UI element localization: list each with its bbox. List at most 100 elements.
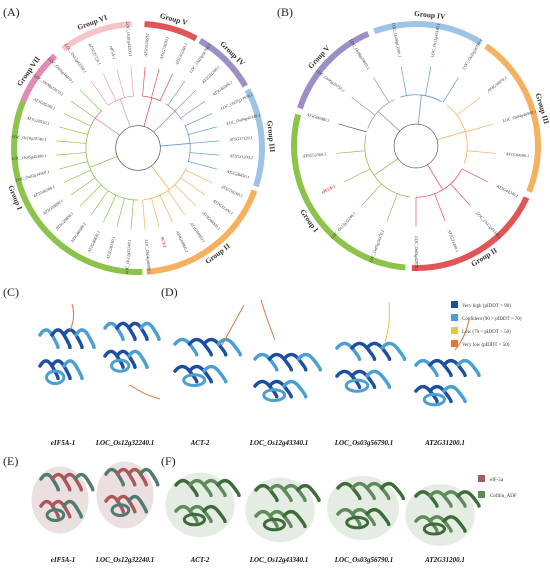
tree-a-branch xyxy=(167,190,186,216)
disordered-tail xyxy=(454,319,470,351)
panel-label-f: (F) xyxy=(161,454,176,468)
structure-c2-strand xyxy=(127,349,149,369)
legend-swatch-low xyxy=(451,327,458,334)
structure-c2-strand xyxy=(139,321,161,341)
tree-a-branch xyxy=(79,184,102,207)
tree-b-clade-stem xyxy=(417,94,422,125)
structure-d1 xyxy=(173,337,242,388)
tree-b-clade-stem xyxy=(373,158,399,176)
tree-a-leaf-label: AT5G56260.1 xyxy=(219,184,243,199)
tree-b-leaf-label: AT3G06980.1 xyxy=(305,112,330,124)
structure-f2 xyxy=(245,477,321,543)
tree-a-branch xyxy=(174,89,197,112)
tree-b-branch xyxy=(400,66,407,96)
structure-d3-strand xyxy=(380,341,407,361)
tree-a-branch xyxy=(185,113,213,127)
structure-f3-helix xyxy=(345,515,370,530)
legend-very-low: Very low (pIDDT < 50) xyxy=(462,343,510,348)
tree-a-branch xyxy=(130,66,134,97)
tree-b-leaf-label: AT1G04500.1 xyxy=(505,151,530,158)
tree-b-leaf-label: AT4G34970.1 xyxy=(485,75,508,94)
tree-a-branch xyxy=(103,195,117,223)
panel-label-b: (B) xyxy=(277,5,293,19)
tree-a-branch xyxy=(188,161,218,170)
tree-a-leaf-label: AT3G20890.1 xyxy=(54,211,75,232)
tree-a-branch xyxy=(116,198,125,228)
tree-a-root xyxy=(115,125,161,171)
tree-b-branch xyxy=(461,168,489,183)
tree-a-clade-stem xyxy=(160,143,190,147)
tree-a-leaf-label: LOC_Os01g44200.1 xyxy=(125,21,133,57)
tree-a-branch xyxy=(103,73,117,101)
tree-a-branch xyxy=(174,184,197,207)
tree-b-branch xyxy=(442,77,459,103)
protein-label-c1: eIF5A-1 xyxy=(51,439,76,447)
protein-label-f3: LOC_Os03g56790.1 xyxy=(334,556,394,564)
structure-f1-surface xyxy=(165,472,235,538)
tree-b-leaf-label: LOC_Os11g43180.1 xyxy=(429,23,440,59)
structure-d4-strand xyxy=(442,384,467,404)
structure-d1-strand xyxy=(202,364,228,384)
tree-b-leaf-label: LOC_Os08g13590.1 xyxy=(391,22,402,58)
tree-a-leaf-label: AT3G60306.1 xyxy=(211,79,234,97)
tree-a-leaf-label: LOC_Os04g45340.1 xyxy=(225,112,261,126)
tree-a-branch xyxy=(180,177,206,196)
legend-swatch-cofilin xyxy=(478,491,485,498)
tree-a-group-arc-2 xyxy=(146,189,258,275)
structure-f2-surface xyxy=(245,477,315,543)
tree-a-leaf-label: AT2G46830.1 xyxy=(86,230,101,254)
disordered-tail xyxy=(384,301,390,343)
tree-a-leaf-label: AT5G46280.1 xyxy=(31,184,55,199)
tree-b-leaf-label: LOC_Os04g42870.1 xyxy=(414,235,419,271)
structure-e1-surface xyxy=(31,466,89,534)
legend-confident: Confident (90 > pIDDT > 70) xyxy=(462,317,522,322)
structure-d2-strand xyxy=(282,379,308,399)
tree-b-leaf-label: AT5G44240.1 xyxy=(495,183,519,198)
tree-b-clade-arc xyxy=(446,104,468,164)
tree-b-branch xyxy=(351,97,376,116)
panel-label-e: (E) xyxy=(3,454,18,468)
tree-a-branch xyxy=(58,126,88,135)
tree-a-leaf-label: LOC_Os12g42200.1 xyxy=(63,42,88,74)
tree-a-branch xyxy=(79,89,102,112)
tree-b-leaf-label: LOC_Os06g20810.1 xyxy=(348,37,371,70)
tree-a-leaf-label: AT2G31200.1 xyxy=(200,64,221,85)
legend-very-high: Very high (pIDDT > 90) xyxy=(462,304,511,309)
protein-label-d3: LOC_Os03g56790.1 xyxy=(334,439,394,447)
tree-b-branch xyxy=(425,66,432,96)
tree-a-leaf-label: AT2G26150.1 xyxy=(105,236,116,261)
structure-f1 xyxy=(165,472,241,538)
tree-a-leaf-label: AT1G71630.1 xyxy=(159,36,170,61)
legend-eif5a: eIF-5a xyxy=(490,478,504,483)
tree-a-clade-stem xyxy=(151,165,170,190)
tree-a-leaf-label: AT3G46000.1 xyxy=(201,210,222,231)
structure-f1-helix xyxy=(182,512,206,527)
tree-b-root xyxy=(393,123,439,169)
structure-f2-strand xyxy=(282,509,307,529)
legend-swatch-very-low xyxy=(451,340,458,347)
tree-a-branch xyxy=(185,169,213,183)
tree-b-branch xyxy=(361,183,382,206)
legend-swatch-confident xyxy=(451,314,458,321)
structure-c1-strand xyxy=(62,359,84,381)
tree-a-group-arc-5 xyxy=(144,21,198,42)
structure-f4-surface xyxy=(405,484,475,546)
structure-e2-strand xyxy=(127,494,148,514)
structure-f1-strand xyxy=(216,478,241,498)
tree-a-leaf-label: LOC_Os02g14560.1 xyxy=(14,169,50,183)
tree-a-branch xyxy=(58,161,88,170)
structure-e1-helix xyxy=(45,508,66,523)
disordered-tail xyxy=(260,299,276,341)
tree-a-branch xyxy=(70,177,96,196)
tree-b-branch xyxy=(373,77,390,103)
tree-b-group-arc-2 xyxy=(411,196,530,271)
tree-a-branch xyxy=(142,66,146,97)
protein-label-f2: LOC_Os12g43340.1 xyxy=(249,556,309,564)
tree-a-clade-stem xyxy=(89,155,118,168)
protein-label-f1: ACT-2 xyxy=(190,556,210,564)
tree-a-leaf-label: AT3G06980.1 xyxy=(69,221,87,244)
structure-e2-surface xyxy=(96,461,154,529)
tree-a-branch xyxy=(142,199,146,230)
